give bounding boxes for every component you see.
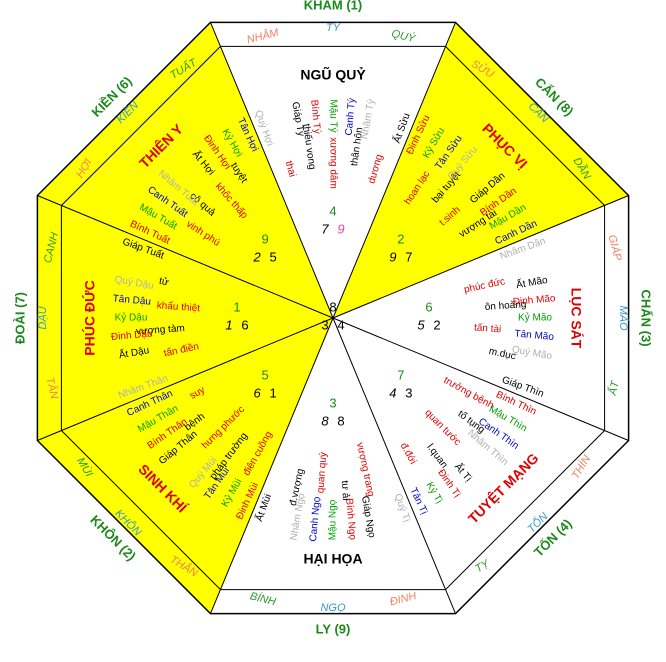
chart-number: 6: [253, 385, 261, 400]
divider-line: [332, 317, 456, 614]
sector-khon: [37, 318, 334, 614]
palace-title-doai: ĐOÀI (7): [12, 292, 27, 344]
chart-number: 3: [405, 385, 412, 400]
sector-kien: [37, 22, 334, 319]
sector-dividers: [36, 21, 630, 615]
chart-number: 7: [405, 250, 412, 265]
stem-label: Canh Tý: [344, 98, 358, 136]
chart-number: 5: [269, 250, 276, 265]
note-label: xương dâm: [327, 137, 338, 189]
chart-number: 7: [321, 221, 329, 236]
palace-sectors: [37, 22, 629, 614]
stem-label: Bính Tý: [308, 99, 322, 134]
sector-ton: [333, 318, 629, 614]
center-number: 8: [329, 299, 336, 314]
mountain-label: BÍNH: [249, 589, 278, 608]
palace-title-kham: KHẢM (1): [304, 0, 363, 12]
stem-label: Tân Mão: [514, 329, 555, 343]
note-label: quan quý: [315, 452, 329, 494]
palace-title-chan: CHẤN (3): [639, 289, 654, 346]
palace-title-ly: LY (9): [316, 621, 351, 636]
chart-number: 4: [329, 203, 336, 218]
chart-number: 4: [389, 385, 396, 400]
stem-label: Tân Dậu: [112, 293, 151, 307]
center-number: 3: [321, 317, 328, 332]
chart-number: 3: [329, 395, 336, 410]
chart-number: 8: [321, 413, 329, 428]
mountain-label: TÂN: [43, 376, 61, 401]
mountain-label: GIÁP: [605, 233, 624, 262]
note-label: tấn tài: [474, 322, 502, 336]
note-label: vượng tàm: [136, 323, 185, 337]
note-label: tử: [158, 275, 170, 289]
chart-number: 5: [417, 317, 425, 332]
stem-label: Đinh Mão: [512, 293, 556, 308]
divider-line: [37, 317, 334, 441]
star-name: HẠI HỌA: [303, 551, 362, 567]
stem-label: Canh Ngọ: [308, 496, 323, 542]
star-name: NGŨ QUỶ: [300, 66, 366, 83]
note-label: thân hôn: [349, 127, 365, 167]
octagon-inner-ring: [60, 45, 606, 591]
divider-line: [210, 22, 334, 319]
note-label: tư ải: [339, 480, 351, 501]
divider-line: [332, 195, 629, 319]
chart-number: 1: [225, 317, 232, 332]
chart-number: 7: [397, 367, 404, 382]
chart-number: 9: [337, 221, 344, 236]
mountain-label: MÃO: [617, 305, 630, 331]
chart-number: 5: [261, 367, 268, 382]
stem-label: Kỷ Dậu: [115, 312, 148, 324]
chart-number: 6: [241, 317, 248, 332]
octagon-border: [36, 21, 630, 615]
stem-label: Đinh Dậu: [111, 328, 154, 343]
chart-number: 1: [233, 299, 240, 314]
sector-chan: [333, 195, 629, 441]
chart-number: 2: [433, 317, 440, 332]
star-name: LỤC SÁT: [568, 288, 584, 349]
center-number: 4: [337, 317, 344, 332]
sector-kham: [210, 22, 456, 319]
chart-number: 6: [425, 299, 432, 314]
sector-ly: [210, 318, 456, 614]
divider-line: [37, 195, 334, 319]
sector-can: [333, 22, 629, 319]
mountain-label: NGỌ: [320, 602, 346, 614]
mountain-label: ẤT: [606, 378, 623, 397]
note-label: ôn hoàng: [484, 299, 526, 313]
star-name: PHÚC ĐỨC: [81, 280, 98, 355]
note-label: thai: [283, 160, 298, 179]
stem-label: Bính Ngọ: [343, 498, 358, 541]
stem-label: Mậu Ngọ: [328, 499, 339, 540]
chart-number: 2: [252, 250, 261, 265]
mountain-label: DẬU: [36, 306, 49, 329]
chart-number: 9: [261, 232, 268, 247]
mountain-label: QUÝ: [390, 27, 417, 46]
note-label: khẩu thiệt: [156, 299, 200, 314]
divider-line: [210, 317, 334, 614]
stem-label: Kỷ Mão: [518, 312, 552, 324]
mountain-label: TÝ: [326, 21, 341, 34]
chart-number: 2: [397, 232, 404, 247]
stem-label: Mậu Tý: [327, 99, 338, 132]
divider-line: [332, 22, 456, 319]
divider-line: [332, 317, 629, 441]
chart-number: 9: [389, 250, 396, 265]
chart-number: 1: [269, 385, 276, 400]
sector-doai: [37, 195, 334, 441]
chart-number: 8: [337, 413, 344, 428]
